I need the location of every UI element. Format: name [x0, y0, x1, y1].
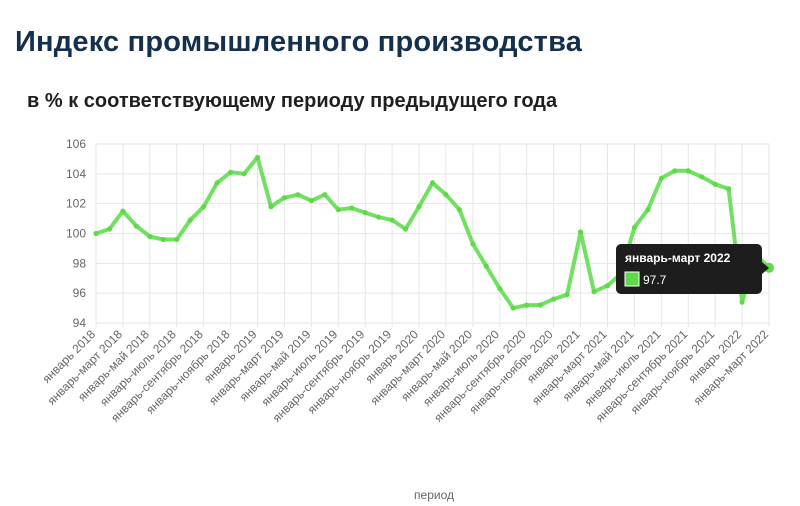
data-point[interactable]: [254, 154, 261, 161]
grid-layer: [95, 143, 770, 327]
data-point[interactable]: [349, 205, 355, 211]
page-subtitle: в % к соответствующему периоду предыдуще…: [27, 90, 558, 112]
data-point[interactable]: [322, 192, 328, 198]
data-point[interactable]: [645, 207, 651, 213]
data-point[interactable]: [281, 195, 288, 201]
data-point[interactable]: [402, 226, 409, 232]
data-point[interactable]: [672, 168, 678, 174]
data-point[interactable]: [443, 192, 449, 198]
data-point[interactable]: [174, 236, 180, 243]
data-point[interactable]: [577, 229, 584, 235]
tooltip-box: [616, 244, 762, 294]
tooltip-value: 97.7: [643, 273, 667, 287]
data-point[interactable]: [335, 207, 341, 213]
tooltip-title: январь-март 2022: [625, 251, 731, 265]
data-point[interactable]: [120, 208, 126, 214]
data-point[interactable]: [551, 296, 557, 302]
data-point[interactable]: [106, 226, 113, 232]
data-point[interactable]: [537, 302, 543, 308]
data-point[interactable]: [685, 168, 691, 174]
data-point[interactable]: [726, 186, 732, 192]
data-point[interactable]: [362, 210, 368, 216]
data-point[interactable]: [564, 292, 570, 298]
tooltip: январь-март 2022 97.7: [616, 244, 769, 294]
y-tick-label: 94: [73, 316, 87, 330]
data-point[interactable]: [214, 180, 220, 186]
data-point[interactable]: [268, 204, 274, 210]
data-points: [93, 154, 774, 311]
y-tick-label: 100: [66, 227, 86, 241]
data-point[interactable]: [631, 224, 638, 231]
data-point[interactable]: [470, 241, 476, 247]
tooltip-pointer: [762, 262, 769, 274]
data-point[interactable]: [510, 305, 516, 311]
data-point[interactable]: [483, 263, 489, 269]
y-tick-label: 102: [66, 197, 86, 211]
data-point[interactable]: [429, 180, 436, 186]
data-point[interactable]: [93, 230, 99, 237]
data-point[interactable]: [187, 217, 193, 223]
data-point[interactable]: [764, 262, 774, 273]
data-point[interactable]: [160, 236, 166, 243]
data-point[interactable]: [228, 169, 234, 175]
data-point[interactable]: [497, 286, 503, 292]
data-point[interactable]: [524, 302, 530, 308]
data-point[interactable]: [416, 204, 422, 210]
y-tick-label: 104: [66, 167, 86, 181]
data-point[interactable]: [591, 289, 597, 295]
y-axis: 94 96 98 100 102 104 106: [66, 137, 86, 330]
data-point[interactable]: [201, 204, 207, 210]
x-axis-label: период: [414, 488, 454, 502]
data-point[interactable]: [295, 192, 301, 198]
y-tick-label: 106: [66, 137, 86, 151]
data-point[interactable]: [604, 283, 611, 289]
data-point[interactable]: [389, 217, 395, 223]
tooltip-swatch: [624, 271, 640, 287]
data-point[interactable]: [699, 174, 705, 180]
page-title: Индекс промышленного производства: [15, 26, 583, 58]
data-point[interactable]: [739, 299, 745, 305]
data-point[interactable]: [133, 223, 139, 229]
data-point[interactable]: [456, 207, 463, 213]
y-tick-label: 98: [73, 256, 87, 270]
data-point[interactable]: [658, 175, 664, 181]
data-point[interactable]: [712, 181, 718, 187]
data-point[interactable]: [376, 214, 382, 220]
data-point[interactable]: [241, 171, 247, 177]
data-point[interactable]: [308, 198, 314, 204]
data-point[interactable]: [147, 233, 153, 240]
y-tick-label: 96: [73, 286, 87, 300]
